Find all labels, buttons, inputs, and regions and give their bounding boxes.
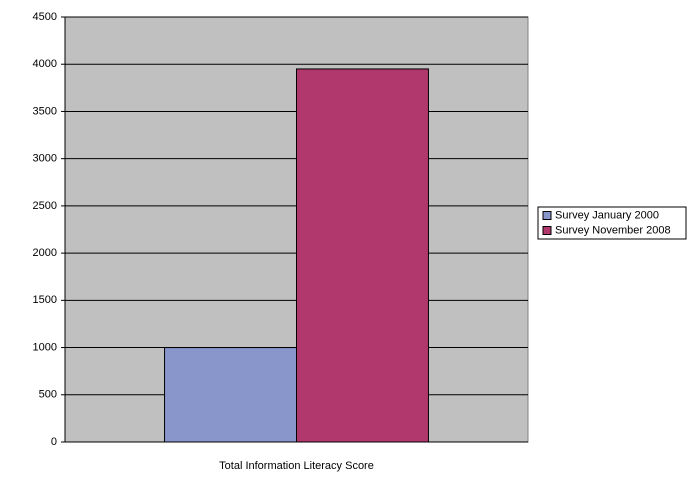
y-tick-label: 3500 bbox=[33, 105, 57, 117]
y-tick-label: 500 bbox=[39, 389, 57, 401]
x-tick-label: Total Information Literacy Score bbox=[219, 460, 374, 472]
y-tick-label: 4000 bbox=[33, 58, 57, 70]
legend-label: Survey January 2000 bbox=[555, 209, 659, 221]
legend-swatch bbox=[542, 226, 552, 235]
y-tick-label: 1500 bbox=[33, 294, 57, 306]
bar bbox=[164, 347, 297, 443]
y-tick-label: 4500 bbox=[33, 11, 57, 23]
legend-swatch bbox=[542, 211, 552, 220]
legend-label: Survey November 2008 bbox=[555, 224, 671, 236]
y-tick-label: 3000 bbox=[33, 153, 57, 165]
y-tick-label: 2500 bbox=[33, 200, 57, 212]
y-tick-label: 0 bbox=[51, 436, 57, 448]
y-tick-label: 1000 bbox=[33, 341, 57, 353]
bar bbox=[296, 68, 429, 443]
legend-box bbox=[537, 206, 687, 240]
y-tick-label: 2000 bbox=[33, 247, 57, 259]
